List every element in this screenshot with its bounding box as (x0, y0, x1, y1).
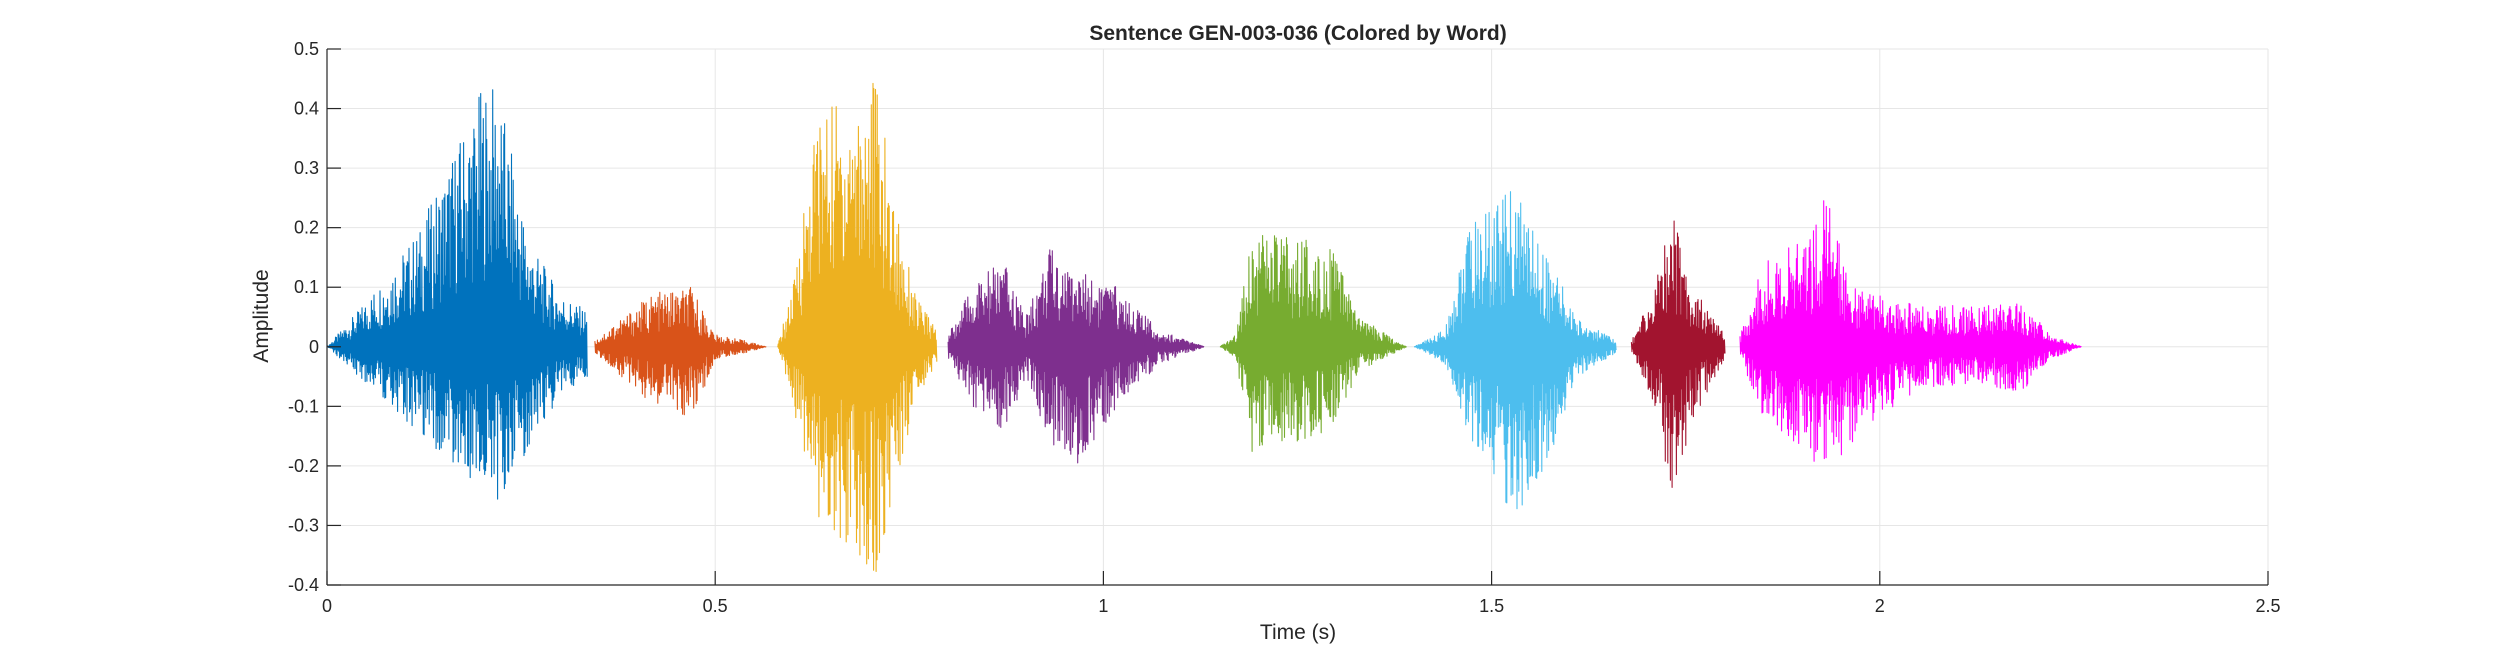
y-tick-label: -0.2 (288, 456, 319, 476)
x-tick-label: 0.5 (703, 596, 728, 616)
y-tick-label: 0 (309, 337, 319, 357)
x-tick-label: 1 (1098, 596, 1108, 616)
word-waveform (1630, 220, 1726, 488)
y-tick-label: 0.2 (294, 218, 319, 238)
tick-labels: 0 0.5 1 1.5 2 2.5 -0.4 -0.3 -0.2 -0.1 0 0.1 0.2 0.3 0.… (288, 39, 2281, 616)
chart-title: Sentence GEN-003-036 (Colored by Word) (1089, 22, 1506, 45)
y-axis-label: Amplitude (250, 269, 273, 362)
word-waveform (777, 82, 938, 573)
word-waveform (594, 286, 767, 416)
x-axis-label: Time (s) (1260, 621, 1336, 644)
y-tick-label: 0.5 (294, 39, 319, 59)
y-tick-label: -0.3 (288, 515, 319, 535)
word-waveform (947, 249, 1205, 464)
x-tick-label: 0 (322, 596, 332, 616)
y-tick-label: 0.3 (294, 158, 319, 178)
word-waveform (1739, 200, 2082, 462)
x-tick-label: 1.5 (1479, 596, 1504, 616)
x-tick-label: 2 (1875, 596, 1885, 616)
word-waveform (1219, 234, 1407, 452)
word-waveform (1414, 191, 1617, 510)
y-tick-label: -0.1 (288, 396, 319, 416)
y-tick-label: -0.4 (288, 575, 319, 595)
x-tick-label: 2.5 (2255, 596, 2280, 616)
y-tick-label: 0.4 (294, 99, 319, 119)
waveform-series (327, 82, 2082, 573)
y-tick-label: 0.1 (294, 277, 319, 297)
word-waveform (327, 89, 588, 500)
axes (326, 48, 2269, 586)
